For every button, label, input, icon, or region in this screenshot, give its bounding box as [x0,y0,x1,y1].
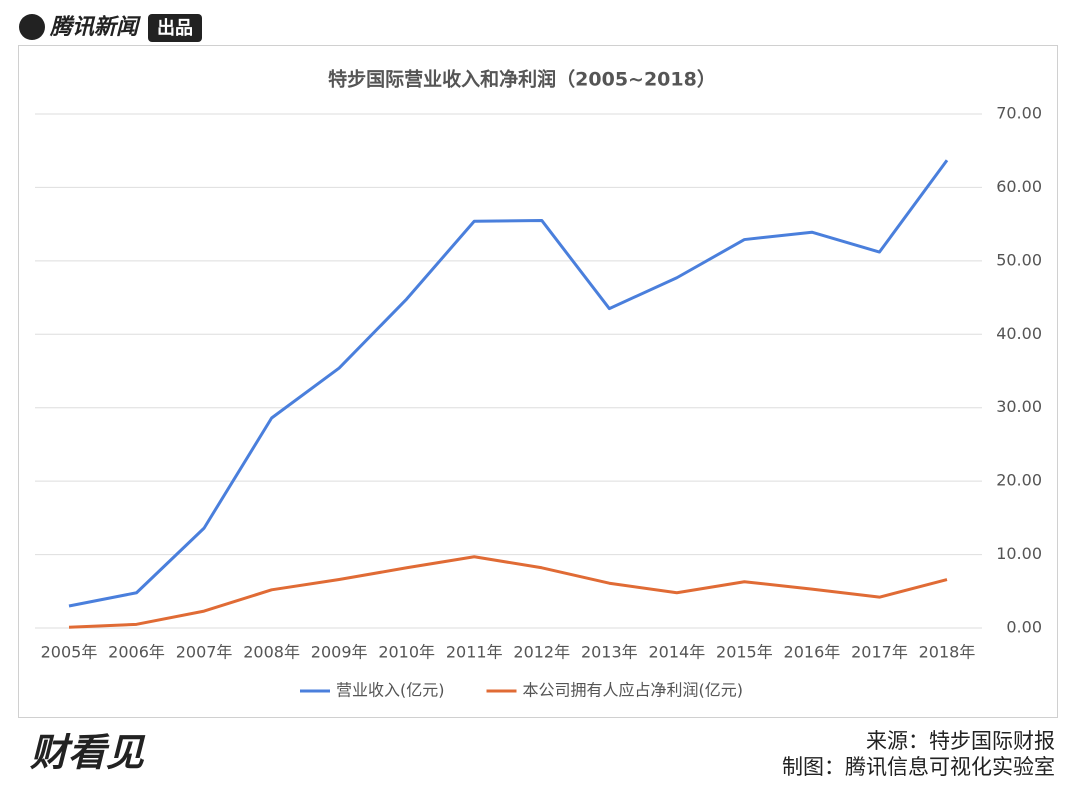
y-tick-label: 10.00 [996,544,1042,563]
y-tick-label: 30.00 [996,397,1042,416]
legend-label: 营业收入(亿元) [336,681,445,700]
series-line [68,555,948,629]
series-line [68,159,949,608]
x-tick-label: 2007年 [176,643,233,662]
y-tick-label: 40.00 [996,324,1042,343]
brand: 财看见 [30,731,146,775]
y-tick-label: 70.00 [996,104,1042,123]
logo-icon [19,14,45,40]
x-tick-label: 2005年 [41,643,98,662]
x-tick-label: 2010年 [378,643,435,662]
x-tick-label: 2009年 [311,643,368,662]
legend-label: 本公司拥有人应占净利润(亿元) [523,681,744,700]
x-tick-label: 2008年 [243,643,300,662]
badge-text: 出品 [157,17,193,39]
x-tick-label: 2011年 [446,643,503,662]
x-tick-label: 2013年 [581,643,638,662]
plot: 0.00 10.00 20.00 30.00 40.00 50.00 60.00 70.00 2… [35,104,1042,700]
source: 来源：特步国际财报 [866,729,1055,753]
y-tick-label: 60.00 [996,177,1042,196]
x-tick-label: 2016年 [784,643,841,662]
y-tick-label: 50.00 [996,250,1042,269]
x-tick-label: 2018年 [919,643,976,662]
credit: 制图：腾讯信息可视化实验室 [782,755,1055,779]
x-tick-label: 2006年 [108,643,165,662]
x-tick-label: 2015年 [716,643,773,662]
x-tick-label: 2014年 [648,643,705,662]
logo-text: 腾讯新闻 [49,14,141,40]
y-tick-label: 0.00 [1006,618,1042,637]
y-tick-label: 20.00 [996,471,1042,490]
chart-title: 特步国际营业收入和净利润（2005~2018） [328,68,716,91]
chart-frame [18,45,1058,718]
badge-bg [148,14,202,42]
x-tick-label: 2017年 [851,643,908,662]
x-tick-label: 2012年 [513,643,570,662]
